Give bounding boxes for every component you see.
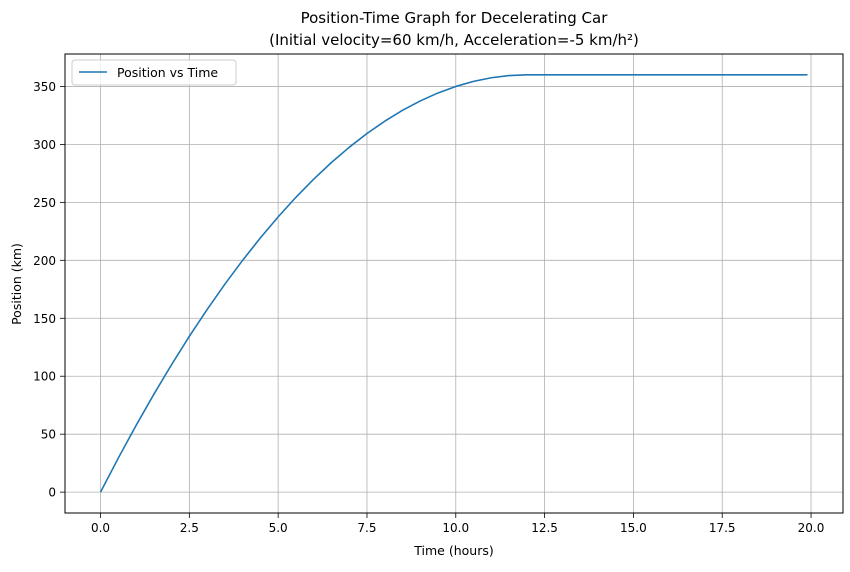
- legend-box: [71, 59, 237, 86]
- x-tick-label: 17.5: [709, 521, 736, 535]
- x-tick-layer: 0.0 2.5 5.0 7.5 10.0 12.5 15.0 17.5 20.0: [91, 513, 824, 535]
- series-layer: [99, 74, 808, 493]
- y-tick-label: 150: [33, 312, 56, 326]
- x-tick-label: 10.0: [442, 521, 469, 535]
- y-tick-label: 250: [33, 196, 56, 210]
- chart-subtitle: (Initial velocity=60 km/h, Acceleration=…: [269, 31, 639, 49]
- y-tick-label: 100: [33, 370, 56, 384]
- x-axis-label: Time (hours): [413, 543, 493, 558]
- x-tick-label: 2.5: [180, 521, 199, 535]
- chart-title: Position-Time Graph for Decelerating Car: [301, 9, 609, 27]
- plot-frame: [64, 53, 844, 514]
- legend: Position vs Time: [71, 59, 237, 86]
- x-tick-label: 7.5: [357, 521, 376, 535]
- y-tick-label: 200: [33, 254, 56, 268]
- y-tick-label: 0: [48, 486, 56, 500]
- y-tick-layer: 0 50 100 150 200 250 300 350: [33, 80, 65, 500]
- x-tick-label: 12.5: [531, 521, 558, 535]
- grid-layer: [65, 54, 843, 513]
- x-tick-label: 15.0: [620, 521, 647, 535]
- y-tick-label: 300: [33, 138, 56, 152]
- y-tick-label: 350: [33, 80, 56, 94]
- legend-label: Position vs Time: [117, 65, 218, 80]
- y-tick-label: 50: [41, 428, 56, 442]
- x-tick-label: 0.0: [91, 521, 110, 535]
- series-line-position-vs-time: [99, 74, 808, 493]
- x-tick-label: 5.0: [269, 521, 288, 535]
- y-axis-label: Position (km): [9, 243, 24, 325]
- x-tick-label: 20.0: [798, 521, 825, 535]
